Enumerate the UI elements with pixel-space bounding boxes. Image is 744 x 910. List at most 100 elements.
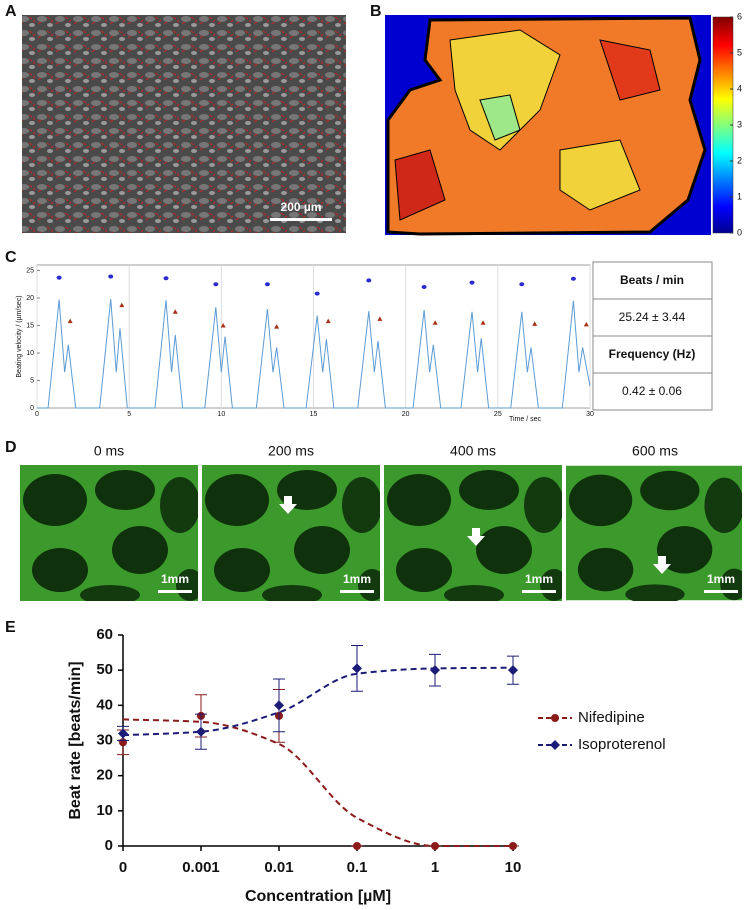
peak-marker [56, 275, 62, 280]
peak-marker [480, 320, 486, 325]
scale-bar [704, 590, 738, 593]
panel-label: C [5, 249, 17, 266]
table-header: Beats / min [620, 273, 684, 287]
scale-bar-label: 1mm [343, 572, 371, 586]
x-tick-label: 25 [494, 411, 502, 418]
data-point [430, 665, 440, 676]
y-tick-label: 0 [105, 837, 113, 854]
peak-marker [220, 323, 226, 328]
contour-region [559, 139, 641, 211]
y-tick-label: 60 [96, 626, 113, 643]
data-point [551, 714, 559, 722]
peak-marker [67, 318, 73, 324]
x-tick-label: 10 [217, 411, 225, 418]
peak-marker [519, 282, 525, 287]
fit-curve [122, 718, 513, 848]
x-tick-label: 1 [431, 859, 439, 876]
y-tick-label: 10 [96, 802, 113, 819]
frame-label: 0 ms [94, 443, 124, 459]
peak-marker [274, 324, 280, 329]
y-tick-label: 20 [96, 767, 113, 784]
table-cell: 0.42 ± 0.06 [622, 384, 682, 398]
peak-marker [325, 318, 331, 324]
data-point [431, 842, 439, 850]
peak-marker [432, 320, 438, 325]
scale-bar [522, 590, 556, 593]
contour-region [394, 149, 446, 221]
frame-label: 600 ms [632, 443, 678, 459]
peak-marker [469, 280, 475, 285]
x-tick-label: 15 [310, 411, 318, 418]
data-point [353, 842, 361, 850]
y-tick-label: 5 [30, 377, 34, 384]
scale-bar-label: 1mm [707, 572, 735, 586]
x-tick-label: 0 [35, 411, 39, 418]
panel-label: D [5, 439, 17, 456]
x-tick-label: 0.01 [264, 859, 293, 876]
table-cell: 25.24 ± 3.44 [619, 310, 686, 324]
y-axis-label: Beat rate [beats/min] [67, 661, 84, 819]
peak-marker [172, 309, 178, 314]
data-point [550, 740, 560, 750]
arrow [467, 528, 485, 546]
frame-label: 200 ms [268, 443, 314, 459]
results-table: Beats / min 25.24 ± 3.44 Frequency (Hz) … [592, 261, 713, 411]
panel-label: B [370, 3, 382, 20]
data-point [508, 665, 518, 676]
colorbar-tick-label: 0 [737, 227, 742, 237]
scale-bar-label: 200 µm [281, 200, 322, 214]
peak-marker [366, 278, 372, 283]
data-point [118, 728, 128, 739]
peak-marker [532, 321, 538, 326]
legend-label: Isoproterenol [578, 736, 666, 753]
scale-bar-label: 1mm [525, 572, 553, 586]
x-axis-label: Time / sec [509, 416, 542, 423]
peak-marker [570, 276, 576, 281]
y-tick-label: 25 [26, 267, 34, 274]
velocity-trace [37, 299, 591, 409]
legend-label: Nifedipine [578, 709, 645, 726]
x-tick-label: 20 [402, 411, 410, 418]
peak-marker [163, 276, 169, 281]
data-point [509, 842, 517, 850]
x-tick-label: 10 [505, 859, 522, 876]
x-tick-label: 30 [586, 411, 594, 418]
contour-region [479, 94, 521, 141]
scale-bar [340, 590, 374, 593]
arrow [279, 496, 297, 514]
arrow [653, 556, 671, 574]
y-tick-label: 30 [96, 731, 113, 748]
fluorescence-frames [20, 465, 742, 601]
table-header: Frequency (Hz) [609, 347, 696, 361]
contour-region [599, 39, 661, 101]
y-tick-label: 15 [26, 322, 34, 329]
peak-marker [421, 285, 427, 289]
peak-marker [108, 274, 114, 279]
colorbar-tick-label: 4 [737, 83, 742, 93]
y-tick-label: 50 [96, 661, 113, 678]
peak-marker [583, 321, 589, 327]
fit-curve [122, 666, 514, 737]
scale-bar [158, 590, 192, 593]
peak-marker [119, 302, 125, 308]
frame-label: 400 ms [450, 443, 496, 459]
y-tick-label: 20 [26, 295, 34, 302]
data-point [196, 726, 206, 737]
x-tick-label: 0.001 [182, 859, 220, 876]
y-tick-label: 0 [30, 405, 34, 412]
colorbar-tick-label: 3 [737, 119, 742, 129]
colorbar-tick-label: 6 [737, 11, 742, 21]
data-point [274, 700, 284, 711]
peak-marker [213, 282, 219, 287]
colorbar-tick-label: 1 [737, 191, 742, 201]
data-point [352, 663, 362, 674]
panel-label: E [5, 619, 16, 636]
x-tick-label: 5 [127, 411, 131, 418]
x-tick-label: 0 [119, 859, 127, 876]
x-tick-label: 0.1 [347, 859, 368, 876]
scale-bar [270, 218, 332, 221]
peak-marker [377, 316, 383, 321]
y-tick-label: 10 [26, 350, 34, 357]
